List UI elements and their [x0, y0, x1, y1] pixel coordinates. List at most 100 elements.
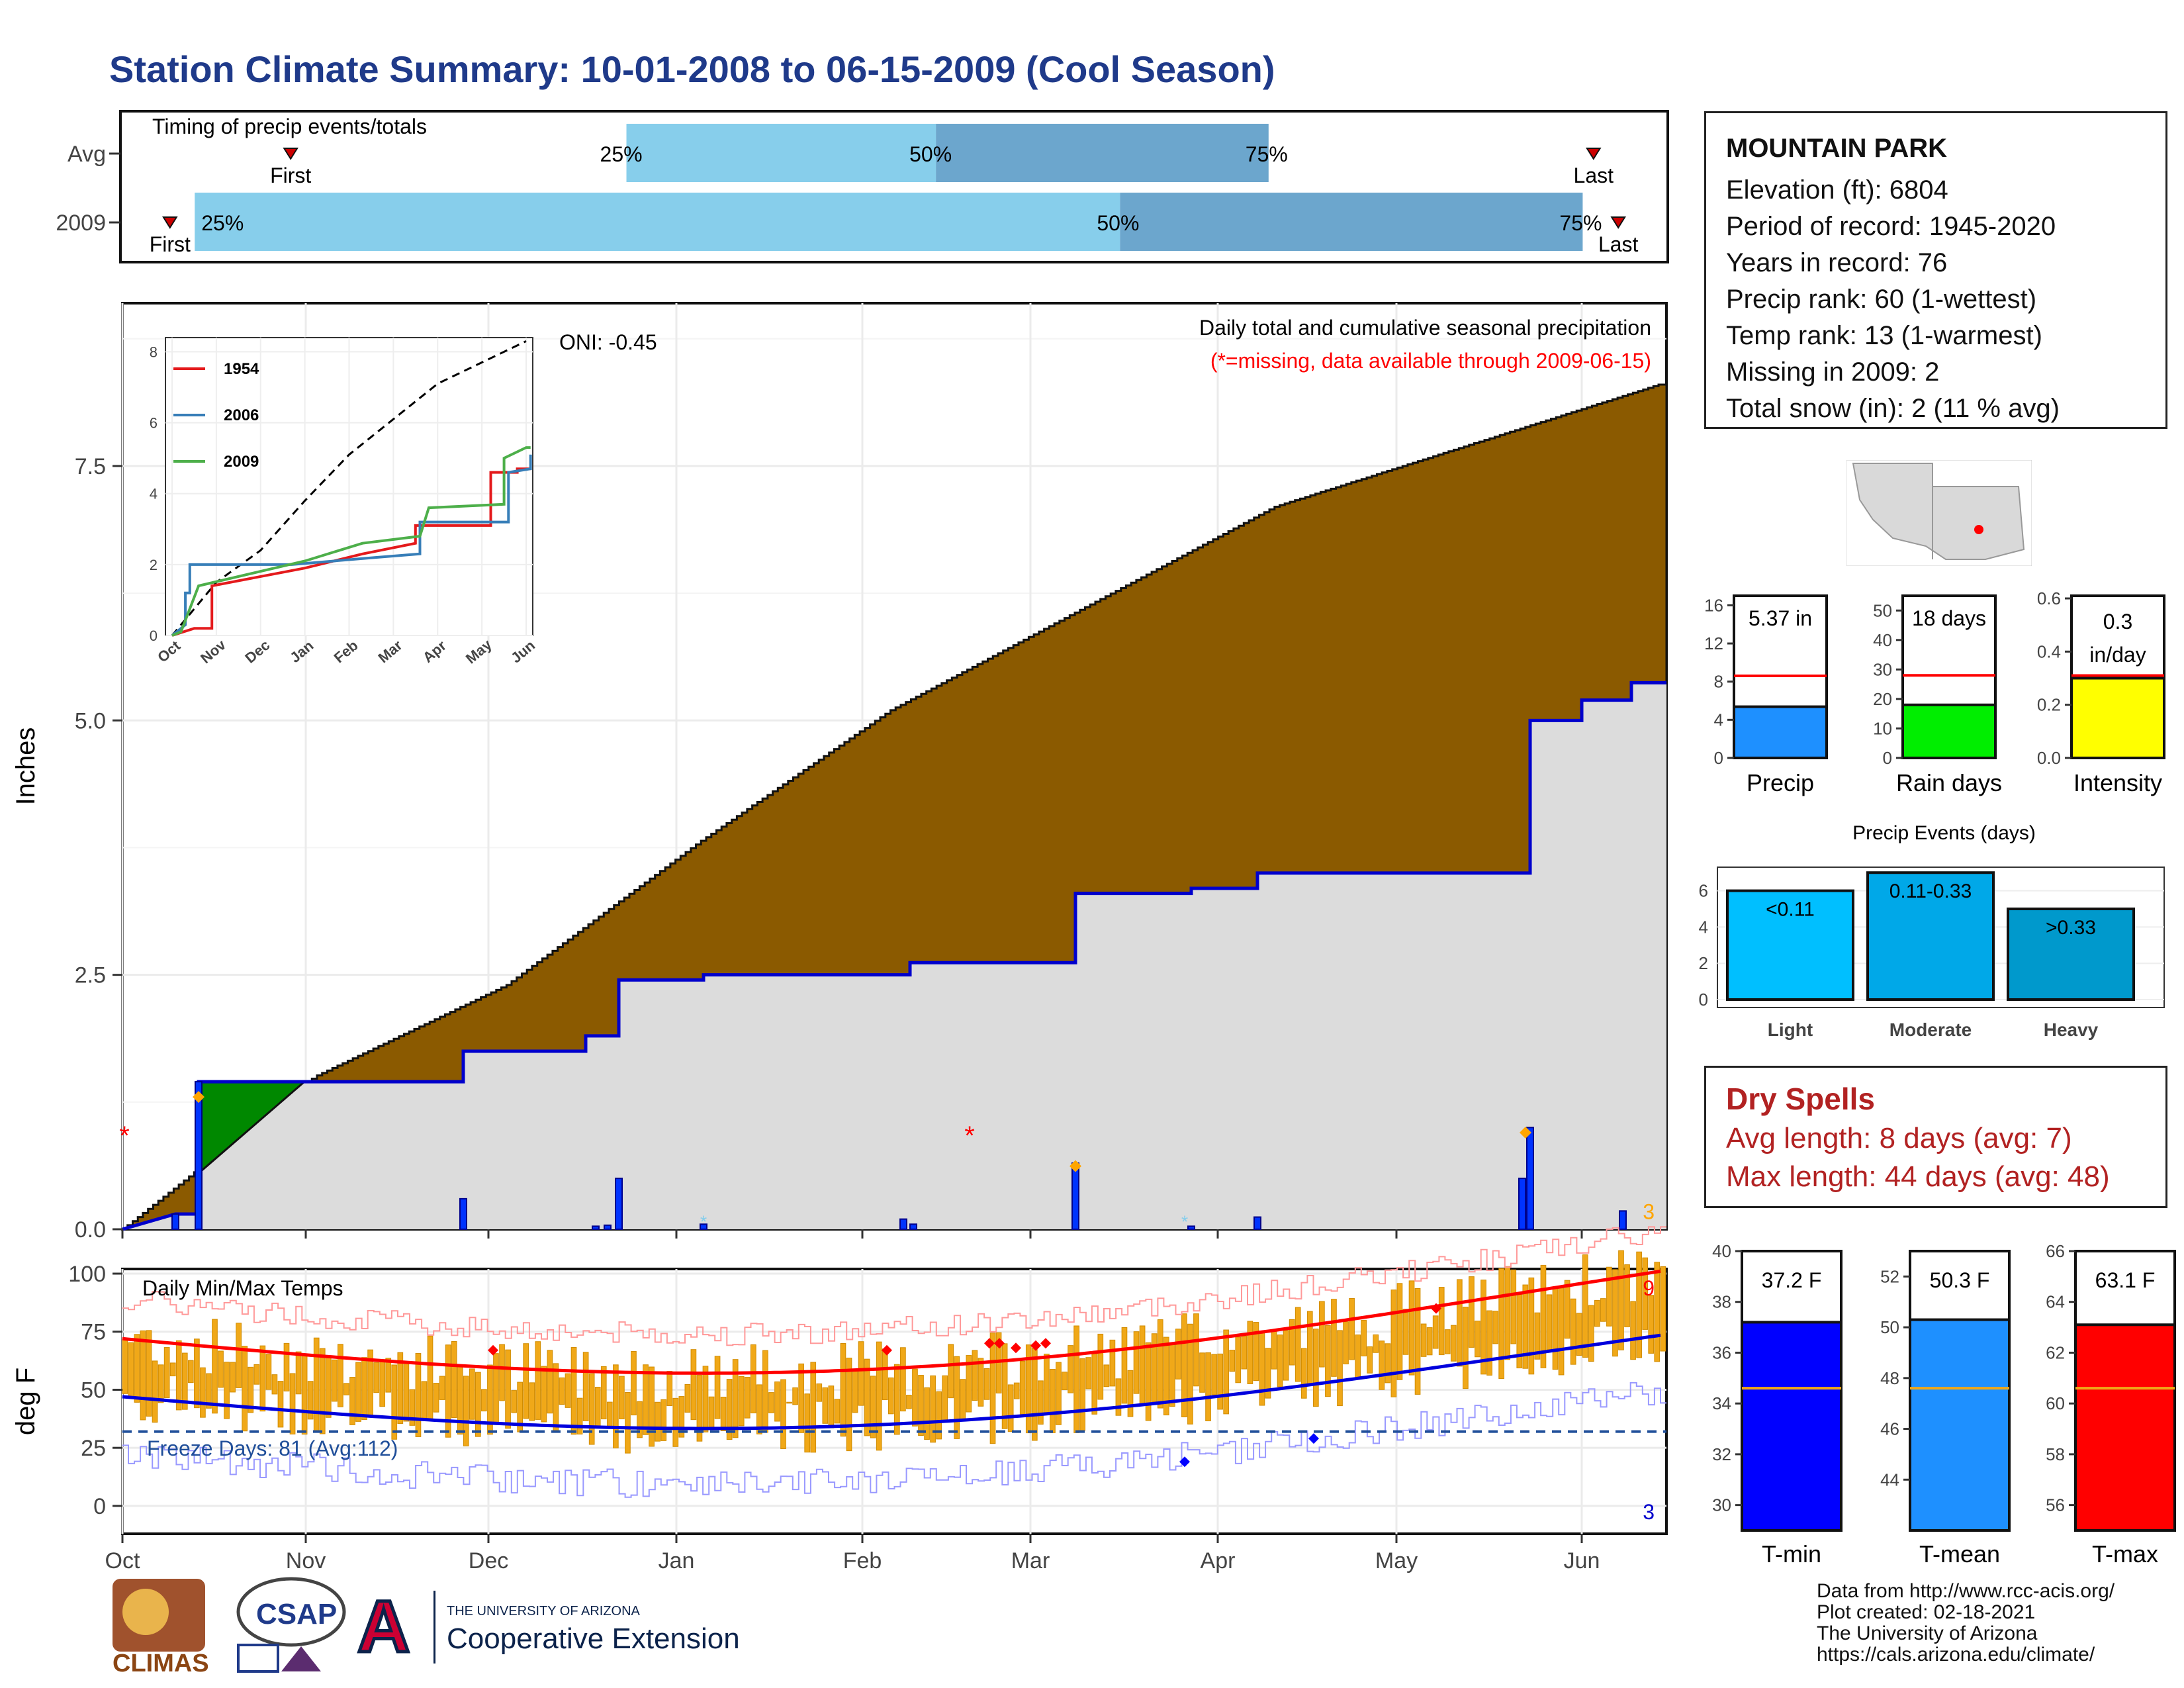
daily-temp-bar [523, 1343, 529, 1419]
timing-p25: 25% [201, 211, 244, 235]
mini-bar-ytick-label: 0.4 [2037, 641, 2061, 661]
inset-series-line [171, 467, 531, 637]
mini-bar-ytick-label: 4 [1714, 710, 1723, 729]
daily-temp-bar [1295, 1307, 1301, 1382]
precip-ytick-label: 5.0 [75, 708, 106, 733]
last-marker [1585, 148, 1602, 160]
daily-temp-bar [1133, 1331, 1140, 1394]
trace-marker: * [1181, 1212, 1188, 1232]
daily-temp-bar [972, 1350, 978, 1401]
temp-ytick-label: 25 [81, 1436, 106, 1461]
record-high-marker [1431, 1303, 1441, 1314]
daily-temp-bar [475, 1372, 481, 1437]
daily-temp-bar [1073, 1325, 1079, 1433]
daily-temp-bar [1169, 1344, 1175, 1407]
daily-temp-bar [1457, 1279, 1463, 1367]
timing-bar-q3 [936, 124, 1269, 182]
missing-marker: * [119, 1121, 130, 1150]
mini-bar-ytick-label: 0 [1883, 748, 1892, 768]
logos: CLIMAS CSAP A THE UNIVERSITY OF ARIZONA … [113, 1577, 740, 1677]
daily-temp-bar [1085, 1357, 1092, 1389]
daily-temp-bar [187, 1360, 194, 1383]
precip-events-chart: Precip Events (days) 0 2 4 6 <0.11 Light 0.11-0… [1699, 822, 2165, 1040]
first-label: First [270, 164, 311, 187]
daily-temp-bar [1300, 1348, 1307, 1399]
inset-month-label: Jun [508, 637, 538, 666]
mini-bar-label: Intensity [2073, 769, 2162, 796]
daily-temp-bar [224, 1362, 230, 1419]
daily-temp-bar [349, 1377, 355, 1425]
temp-bar-ytick-label: 52 [1880, 1266, 1899, 1286]
credit-line: Data from http://www.rcc-acis.org/ [1817, 1580, 2115, 1602]
daily-temp-bar [870, 1376, 876, 1438]
daily-temp-bar [511, 1390, 517, 1413]
inset-month-label: Feb [331, 637, 361, 666]
daily-temp-bar [415, 1352, 422, 1437]
daily-temp-bar [1390, 1289, 1397, 1397]
events-bar-label: 0.11-0.33 [1889, 880, 1972, 902]
daily-temp-bar [1079, 1358, 1086, 1431]
daily-temp-bar [218, 1350, 224, 1388]
daily-temp-bar [1163, 1336, 1169, 1416]
precip-ytick-label: 2.5 [75, 963, 106, 988]
daily-temp-bar [631, 1351, 637, 1416]
ua-line1: THE UNIVERSITY OF ARIZONA [447, 1604, 641, 1618]
freeze-days-label: Freeze Days: 81 (Avg:112) [147, 1436, 398, 1460]
events-ytick-label: 6 [1699, 881, 1708, 901]
daily-temp-bar [140, 1330, 146, 1421]
daily-temp-bar [1068, 1345, 1073, 1393]
daily-temp-bar [1600, 1298, 1606, 1322]
daily-temp-bar [1139, 1325, 1146, 1405]
timing-label: Timing of precip events/totals [152, 115, 427, 138]
daily-temp-bar [373, 1362, 379, 1393]
month-label: Mar [1011, 1548, 1050, 1573]
daily-precip-bar [615, 1178, 623, 1230]
snow-marker [1069, 1160, 1081, 1172]
last-label: Last [1574, 164, 1614, 187]
first-marker [162, 216, 178, 229]
daily-temp-bar [236, 1323, 242, 1388]
daily-temp-bar [457, 1366, 463, 1435]
daily-temp-bar [900, 1347, 906, 1412]
daily-temp-bar [625, 1391, 631, 1454]
inset-month-label: Nov [197, 636, 229, 667]
daily-precip-bar [1253, 1216, 1261, 1230]
temp-bar-value-text: 63.1 F [2095, 1268, 2156, 1292]
daily-precip-bar [1071, 1162, 1079, 1230]
daily-temp-bar [1013, 1382, 1020, 1399]
daily-temp-bar [391, 1364, 398, 1440]
inset-month-label: Jan [287, 637, 316, 666]
station-line: Elevation (ft): 6804 [1726, 175, 1948, 205]
ua-line2: Cooperative Extension [447, 1622, 740, 1655]
daily-temp-bar [696, 1375, 703, 1442]
daily-temp-bar [1420, 1323, 1427, 1357]
temp-bar-ytick-label: 62 [2046, 1342, 2065, 1362]
mini-bar-value [2070, 677, 2165, 759]
daily-temp-bar [1109, 1339, 1116, 1387]
temp-bar-ytick-label: 30 [1712, 1495, 1731, 1515]
credits: Data from http://www.rcc-acis.org/ Plot … [1817, 1581, 2115, 1665]
daily-temp-bar [1343, 1321, 1349, 1365]
daily-temp-bar [128, 1342, 134, 1397]
daily-temp-bar [200, 1367, 206, 1418]
daily-temp-bar [385, 1358, 392, 1393]
daily-temp-bar [1271, 1329, 1277, 1370]
daily-temp-bar [1463, 1307, 1469, 1389]
ua-logo: A THE UNIVERSITY OF ARIZONA Cooperative … [356, 1585, 740, 1669]
oni-label: ONI: -0.45 [559, 330, 657, 354]
daily-temp-bar [338, 1344, 343, 1407]
daily-temp-bar [1062, 1372, 1068, 1390]
daily-temp-bar [1289, 1319, 1295, 1366]
mini-bar-ytick-label: 10 [1873, 718, 1892, 738]
inset-ytick-label: 6 [150, 415, 158, 432]
csap-logo: CSAP [236, 1577, 346, 1673]
daily-temp-bar [1181, 1313, 1187, 1417]
daily-temp-bar [1145, 1342, 1152, 1421]
trace-marker: * [700, 1212, 707, 1232]
events-bar [1726, 889, 1854, 1001]
daily-temp-bar [666, 1371, 673, 1406]
inset-legend-label: 2009 [224, 453, 259, 471]
daily-temp-bar [810, 1362, 817, 1453]
station-name: MOUNTAIN PARK [1726, 134, 1948, 163]
daily-temp-bar [242, 1346, 248, 1432]
